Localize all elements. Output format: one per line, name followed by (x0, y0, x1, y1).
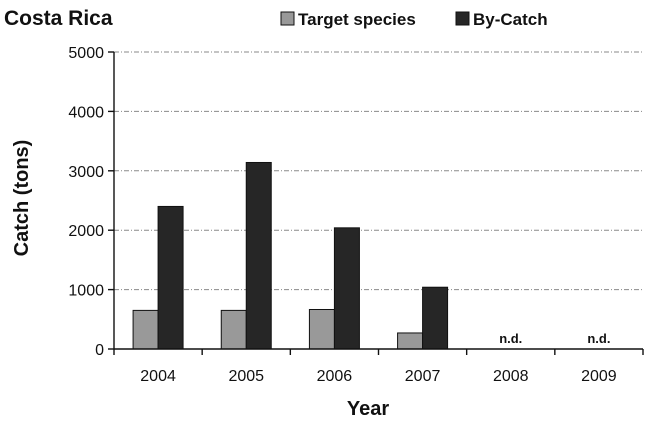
legend-label-by-catch: By-Catch (473, 10, 548, 29)
bar-by-catch-2004 (157, 205, 184, 350)
chart-title: Costa Rica (4, 7, 113, 30)
y-tick-label: 0 (95, 342, 104, 359)
x-axis-label: Year (347, 398, 389, 420)
y-tick-label: 4000 (68, 104, 104, 121)
y-tick-label: 2000 (68, 223, 104, 240)
y-tick-label: 3000 (68, 164, 104, 181)
legend: Target species By-Catch (280, 10, 548, 29)
bar-by-catch-2007 (422, 286, 449, 350)
bar-target-species-2007 (397, 332, 424, 350)
legend-swatch-target-species (280, 11, 295, 26)
y-tick-label: 1000 (68, 283, 104, 300)
gridlines (114, 51, 643, 291)
y-axis-label: Catch (tons) (11, 140, 33, 257)
y-tick-label: 5000 (68, 45, 104, 62)
axes (113, 52, 643, 350)
x-tick-label: 2008 (493, 368, 529, 385)
annotations: n.d. n.d. (499, 331, 610, 346)
bar-by-catch-2005 (245, 161, 272, 350)
y-axis-ticks: 0 1000 2000 3000 4000 5000 (68, 45, 114, 359)
x-axis-ticks: 2004 2005 2006 2007 2008 2009 (113, 349, 644, 385)
bar-target-species-2006 (308, 308, 335, 350)
bars (132, 161, 449, 350)
x-tick-label: 2006 (317, 368, 353, 385)
no-data-label: n.d. (587, 331, 610, 346)
x-tick-label: 2004 (140, 368, 176, 385)
bar-target-species-2005 (220, 309, 247, 350)
x-tick-label: 2009 (581, 368, 617, 385)
legend-swatch-by-catch (455, 11, 470, 26)
bar-target-species-2004 (132, 309, 159, 350)
no-data-label: n.d. (499, 331, 522, 346)
legend-label-target-species: Target species (298, 10, 416, 29)
bar-by-catch-2006 (333, 227, 360, 350)
x-tick-label: 2005 (228, 368, 264, 385)
x-tick-label: 2007 (405, 368, 441, 385)
